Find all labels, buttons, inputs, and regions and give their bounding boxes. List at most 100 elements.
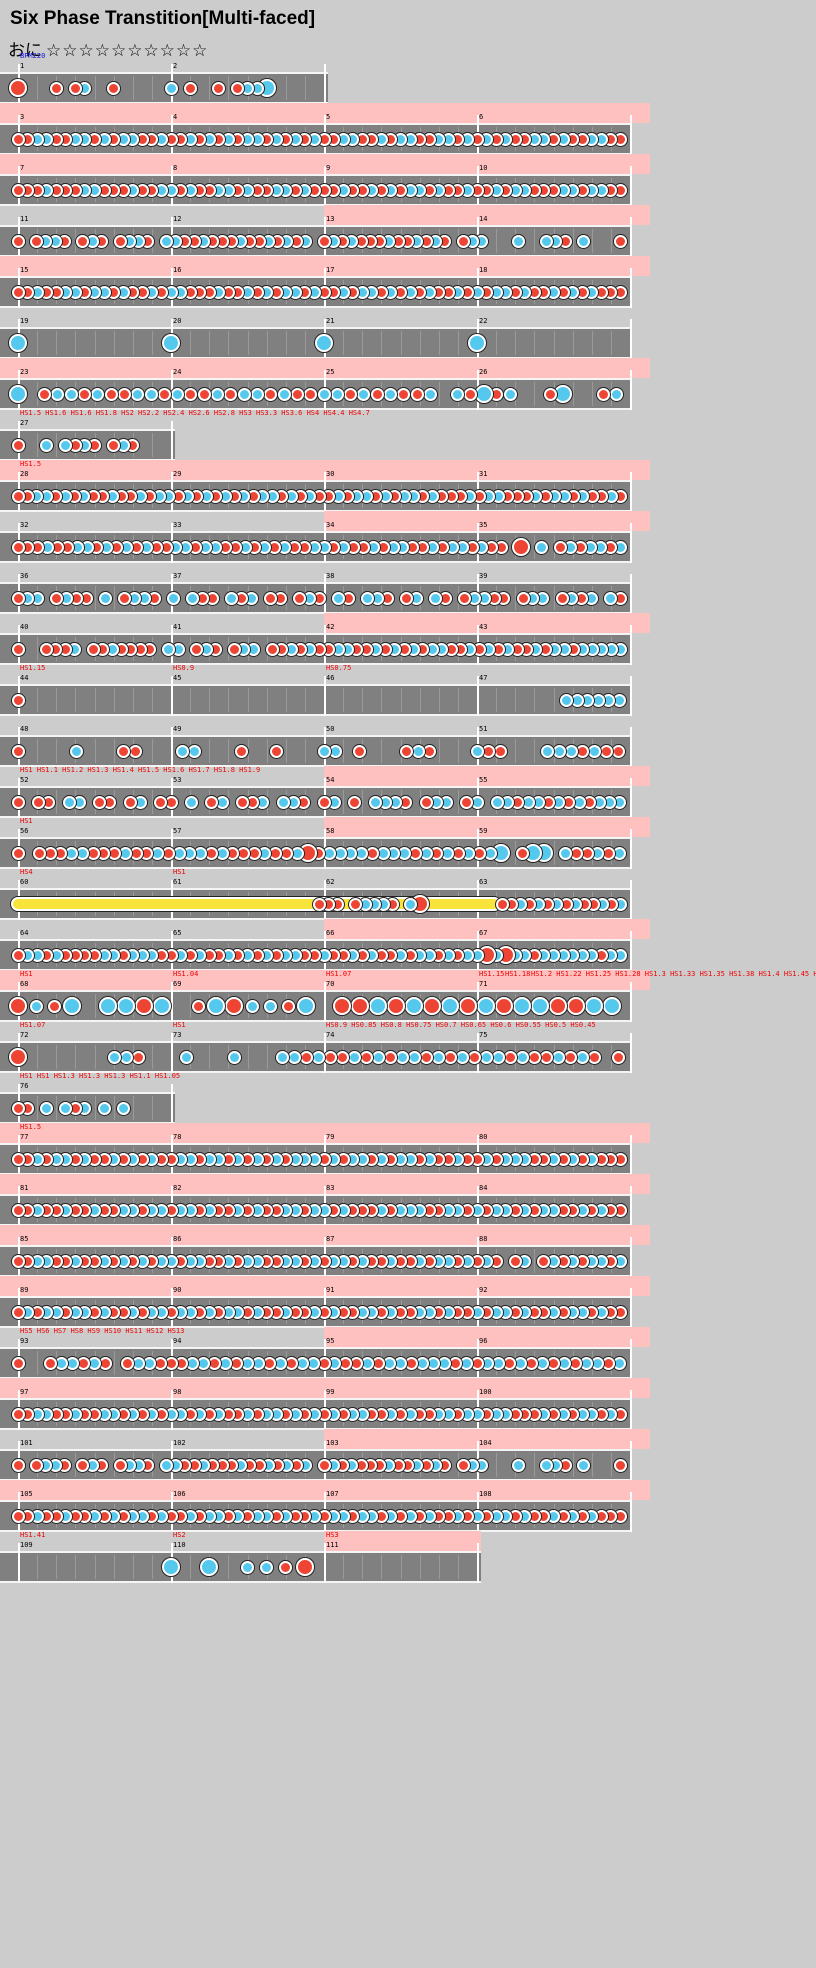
measure-number: 102 [173, 1439, 186, 1447]
chart-row: 3 4 5 6 [0, 103, 816, 159]
measure-number: 11 [20, 215, 29, 223]
beat-line [304, 739, 306, 763]
don-note [118, 591, 132, 605]
bar-line [630, 574, 632, 614]
ka-note [317, 744, 331, 758]
measure-number: 63 [479, 878, 488, 886]
don-note [508, 1254, 522, 1268]
don-note [400, 591, 414, 605]
don-note [563, 1050, 577, 1064]
measure-number: 20 [173, 317, 182, 325]
don-note [212, 81, 226, 95]
don-note [11, 1203, 25, 1217]
don-note [44, 1356, 58, 1370]
ka-note [91, 387, 105, 401]
measure-number: 104 [479, 1439, 492, 1447]
beat-line [151, 1555, 153, 1579]
measure-number: 66 [326, 929, 335, 937]
don-note [312, 897, 326, 911]
don-note [129, 744, 143, 758]
beat-line [381, 331, 383, 355]
ka-note [65, 846, 79, 860]
bar-line [171, 676, 173, 716]
beat-line [228, 688, 230, 712]
beat-line [228, 790, 230, 814]
ka-note [534, 540, 548, 554]
measure-number: 2 [173, 62, 178, 70]
don-note [317, 1458, 331, 1472]
measure-number: 65 [173, 929, 182, 937]
don-note [32, 846, 46, 860]
beat-line [209, 739, 211, 763]
don-note [117, 387, 131, 401]
measure-number: 85 [20, 1235, 29, 1243]
big-don-note [225, 997, 243, 1015]
command-label: HS1.5 [20, 460, 42, 468]
ka-note [179, 1050, 193, 1064]
don-note [372, 1356, 386, 1370]
ka-note [540, 234, 554, 248]
beat-line [343, 331, 345, 355]
measure-number: 108 [479, 1490, 492, 1498]
chart-row: 36 37 38 39 [0, 562, 816, 618]
ka-note [29, 999, 43, 1013]
measure-number: 94 [173, 1337, 182, 1345]
chart-row: 28 29 30 31 HS1.5 [0, 460, 816, 516]
don-note [527, 1050, 541, 1064]
don-note [516, 591, 530, 605]
beat-line [285, 688, 287, 712]
ka-note [317, 387, 331, 401]
don-note [108, 846, 122, 860]
chart-row: 72 73 74 75 HS1.07 HS1 HS0.9 HS0.85 HS0.8 HS0.… [0, 1021, 816, 1077]
bar-line [630, 1237, 632, 1277]
beat-line [419, 331, 421, 355]
ka-note [577, 234, 591, 248]
bar-line [18, 1543, 20, 1583]
command-label: HS1 HS1 HS1.3 HS1.3 HS1.3 HS1.1 HS1.05 [20, 1072, 181, 1080]
measure-number: 72 [20, 1031, 29, 1039]
don-note [264, 387, 278, 401]
ka-note [588, 744, 602, 758]
beat-line [56, 433, 58, 457]
measure-number: 38 [326, 572, 335, 580]
measure-number: 74 [326, 1031, 335, 1039]
beat-line [266, 331, 268, 355]
big-don-note [423, 997, 441, 1015]
don-note [587, 1050, 601, 1064]
chart-row: 52 53 54 55 HS1 HS1.1 HS1.2 HS1.3 HS1.4 HS1.… [0, 766, 816, 822]
don-note [49, 81, 63, 95]
bar-line [630, 931, 632, 971]
command-label: HS4 [20, 868, 33, 876]
beat-line [247, 331, 249, 355]
don-note [11, 1458, 25, 1472]
beat-line [113, 331, 115, 355]
chart-row: 64 65 66 67 [0, 919, 816, 975]
measure-number: 59 [479, 827, 488, 835]
don-note [281, 999, 295, 1013]
don-note [11, 795, 25, 809]
bar-line [630, 523, 632, 563]
beat-line [419, 688, 421, 712]
measure-number: 100 [479, 1388, 492, 1396]
beat-line [534, 331, 536, 355]
ka-note [604, 591, 618, 605]
command-label: HS0.9 HS0.85 HS0.8 HS0.75 HS0.7 HS0.65 H… [326, 1021, 596, 1029]
big-ka-note [153, 997, 171, 1015]
beat-line [151, 433, 153, 457]
beat-line [209, 331, 211, 355]
command-label: HS0.9 [173, 664, 195, 672]
measure-number: 90 [173, 1286, 182, 1294]
bar-line [630, 982, 632, 1022]
bar-line [630, 472, 632, 512]
bar-line [324, 982, 326, 1022]
chart-row: 60 61 62 63 HS4 HS1 [0, 868, 816, 924]
measure-number: 54 [326, 776, 335, 784]
ka-note [40, 438, 54, 452]
beat-line [591, 331, 593, 355]
don-note [270, 744, 284, 758]
don-note [323, 1050, 337, 1064]
measure-number: 58 [326, 827, 335, 835]
ka-note [98, 591, 112, 605]
big-don-note [459, 997, 477, 1015]
ka-note [357, 387, 371, 401]
